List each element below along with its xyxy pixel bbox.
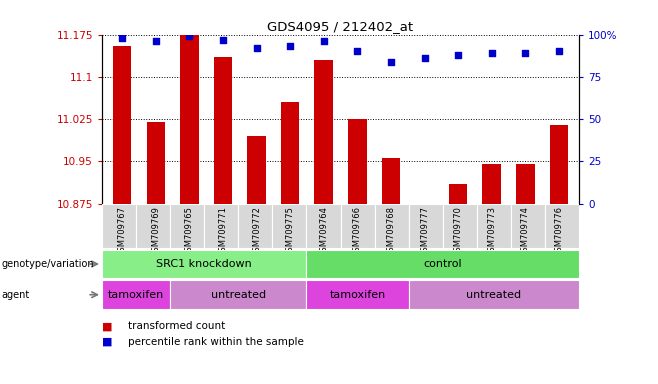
Point [419,55,430,61]
Text: transformed count: transformed count [128,321,226,331]
Title: GDS4095 / 212402_at: GDS4095 / 212402_at [267,20,414,33]
Text: genotype/variation: genotype/variation [1,259,94,269]
Text: ■: ■ [102,337,113,347]
Point [184,33,195,39]
Bar [307,204,341,248]
Text: GSM709776: GSM709776 [555,206,563,257]
Text: GSM709764: GSM709764 [319,206,328,257]
Text: untreated: untreated [211,290,266,300]
Bar [511,204,545,248]
Point [251,45,262,51]
Text: GSM709768: GSM709768 [386,206,395,257]
Bar [409,280,579,309]
Bar [272,204,307,248]
Bar [545,204,579,248]
Bar [204,204,238,248]
Bar [477,204,511,248]
Point [520,50,530,56]
Bar [443,204,477,248]
Text: control: control [424,259,462,269]
Point [553,48,564,55]
Point [352,48,363,55]
Point [453,52,463,58]
Bar [102,250,307,278]
Bar [348,119,367,204]
Text: GSM709775: GSM709775 [286,206,295,257]
Text: GSM709767: GSM709767 [118,206,126,257]
Text: GSM709773: GSM709773 [487,206,496,257]
Point [218,36,228,43]
Bar [315,60,333,204]
Point [285,43,295,50]
Text: ■: ■ [102,321,113,331]
Text: untreated: untreated [467,290,521,300]
Bar [409,204,443,248]
Text: SRC1 knockdown: SRC1 knockdown [157,259,252,269]
Bar [307,250,579,278]
Text: GSM709777: GSM709777 [420,206,429,257]
Bar [516,164,534,204]
Bar [147,122,165,204]
Point [386,58,396,65]
Bar [102,280,170,309]
Text: tamoxifen: tamoxifen [330,290,386,300]
Bar [549,125,568,204]
Text: GSM709770: GSM709770 [453,206,463,257]
Text: GSM709769: GSM709769 [151,206,161,257]
Text: GSM709765: GSM709765 [185,206,194,257]
Bar [180,35,199,204]
Bar [382,159,400,204]
Bar [374,204,409,248]
Point [486,50,497,56]
Text: percentile rank within the sample: percentile rank within the sample [128,337,304,347]
Text: GSM709771: GSM709771 [218,206,228,257]
Text: GSM709772: GSM709772 [252,206,261,257]
Bar [102,204,136,248]
Bar [341,204,374,248]
Bar [449,184,467,204]
Bar [170,204,204,248]
Text: GSM709774: GSM709774 [520,206,530,257]
Point [318,38,329,45]
Text: tamoxifen: tamoxifen [108,290,164,300]
Bar [482,164,501,204]
Bar [281,102,299,204]
Point [151,38,161,45]
Text: GSM709766: GSM709766 [353,206,362,257]
Point [117,35,128,41]
Bar [307,280,409,309]
Text: agent: agent [1,290,30,300]
Bar [136,204,170,248]
Bar [113,46,132,204]
Bar [214,57,232,204]
Bar [170,280,307,309]
Bar [247,136,266,204]
Bar [238,204,272,248]
